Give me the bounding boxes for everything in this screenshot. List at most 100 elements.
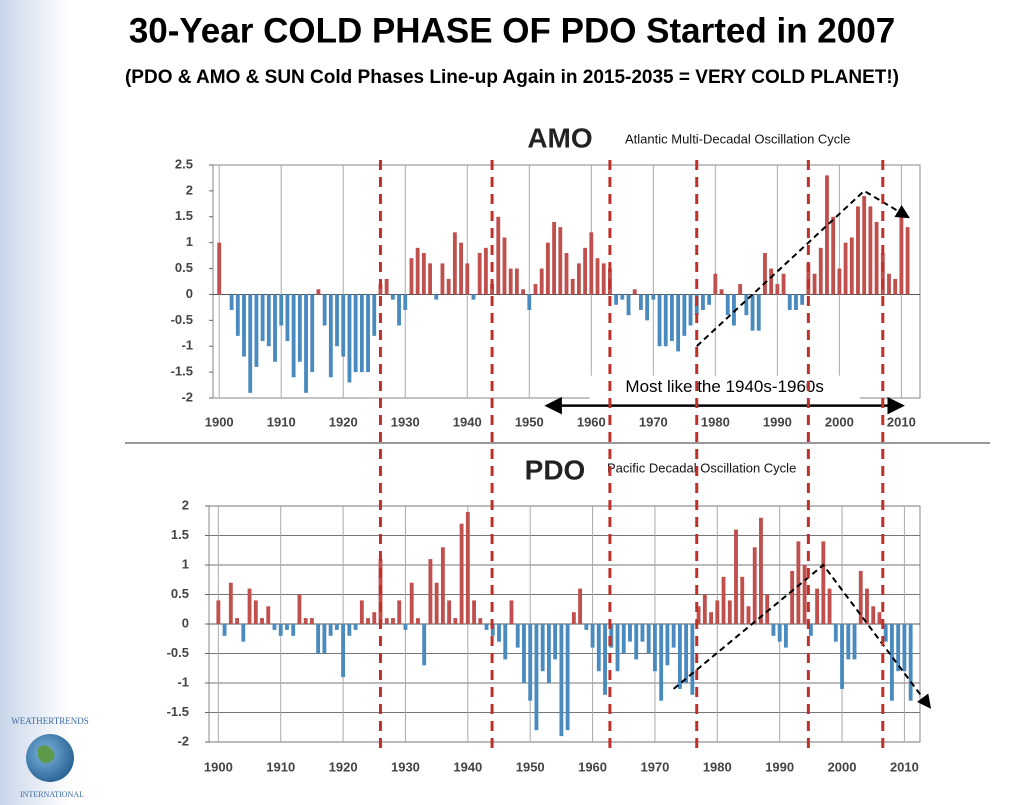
- bar: [509, 600, 514, 624]
- bar: [403, 624, 408, 630]
- bar: [777, 624, 782, 642]
- bar: [893, 278, 898, 295]
- bar: [540, 624, 545, 672]
- bar: [285, 624, 289, 630]
- bar: [322, 294, 327, 326]
- bar: [880, 253, 885, 295]
- bar: [707, 294, 712, 305]
- trend-arrow: [696, 189, 911, 347]
- bar: [732, 294, 736, 326]
- bar: [701, 294, 705, 310]
- bar: [721, 576, 726, 624]
- bar: [272, 624, 277, 630]
- bar: [253, 600, 258, 624]
- y-tick-label: -1.5: [167, 704, 189, 719]
- bar: [812, 273, 817, 295]
- x-tick-label: 1980: [703, 759, 732, 774]
- x-tick-label: 1990: [763, 414, 792, 429]
- bar: [359, 294, 364, 373]
- bar: [794, 294, 798, 310]
- side-gradient: [0, 0, 70, 805]
- bar: [628, 624, 632, 642]
- bar: [601, 263, 606, 295]
- x-tick-label: 1980: [701, 414, 730, 429]
- bar: [534, 624, 539, 731]
- x-tick-label: 1940: [453, 759, 482, 774]
- bar: [590, 624, 595, 648]
- bar: [508, 268, 513, 295]
- bar: [372, 612, 377, 624]
- bar: [334, 624, 339, 630]
- x-tick-label: 1950: [515, 414, 544, 429]
- bar: [471, 294, 476, 300]
- bar: [304, 294, 308, 393]
- bar: [595, 258, 600, 295]
- x-tick-label: 1970: [639, 414, 668, 429]
- bar: [553, 624, 558, 660]
- bar: [614, 294, 619, 305]
- bar: [409, 582, 414, 624]
- x-tick-label: 1910: [267, 414, 296, 429]
- bar: [521, 289, 526, 295]
- bar: [663, 294, 668, 347]
- bar: [503, 624, 508, 660]
- x-tick-label: 1940: [453, 414, 482, 429]
- y-tick-label: -0.5: [167, 645, 189, 660]
- chart-subtitle: Atlantic Multi-Decadal Oscillation Cycle: [625, 131, 850, 146]
- x-tick-label: 1960: [578, 759, 607, 774]
- x-tick-label: 2010: [887, 414, 916, 429]
- bar: [806, 263, 811, 295]
- x-tick-label: 1900: [205, 414, 234, 429]
- bar: [846, 624, 851, 660]
- bar: [341, 294, 346, 357]
- bar: [316, 289, 321, 295]
- bar: [827, 588, 832, 624]
- bar: [746, 606, 751, 624]
- logo-bottom: INTERNATIONAL: [20, 790, 84, 799]
- bar: [750, 294, 755, 331]
- bar: [434, 582, 439, 624]
- bar: [621, 624, 626, 654]
- bar: [632, 289, 637, 295]
- bar: [254, 294, 259, 367]
- bar: [335, 294, 339, 347]
- bar: [403, 294, 408, 310]
- x-tick-label: 1990: [765, 759, 794, 774]
- bar: [665, 624, 670, 666]
- logo: WEATHERTRENDS INTERNATIONAL: [11, 716, 88, 799]
- bar: [316, 624, 321, 654]
- bar: [763, 253, 767, 295]
- bar: [682, 294, 687, 336]
- bar: [740, 576, 745, 624]
- bar: [266, 606, 271, 624]
- bar: [514, 268, 519, 295]
- bar: [771, 624, 776, 636]
- x-tick-label: 1920: [329, 414, 358, 429]
- bar: [837, 268, 842, 295]
- bar: [490, 284, 495, 295]
- bar: [378, 284, 383, 295]
- bar: [421, 253, 426, 295]
- bar: [415, 247, 420, 295]
- bar: [646, 624, 651, 654]
- bar: [570, 278, 575, 295]
- bar: [821, 541, 826, 624]
- bar: [558, 227, 563, 295]
- bar: [796, 541, 801, 624]
- bar: [887, 273, 891, 295]
- y-tick-label: -1.5: [171, 364, 193, 379]
- bar: [589, 232, 594, 295]
- bar: [659, 624, 664, 701]
- bar: [874, 221, 879, 295]
- bar: [615, 624, 620, 672]
- bar: [849, 237, 854, 295]
- bar: [440, 547, 445, 624]
- bar: [409, 258, 414, 295]
- bar: [584, 624, 589, 630]
- bar: [645, 294, 650, 321]
- bar: [715, 600, 720, 624]
- bar: [447, 600, 452, 624]
- bar: [260, 294, 265, 342]
- bar: [713, 273, 718, 295]
